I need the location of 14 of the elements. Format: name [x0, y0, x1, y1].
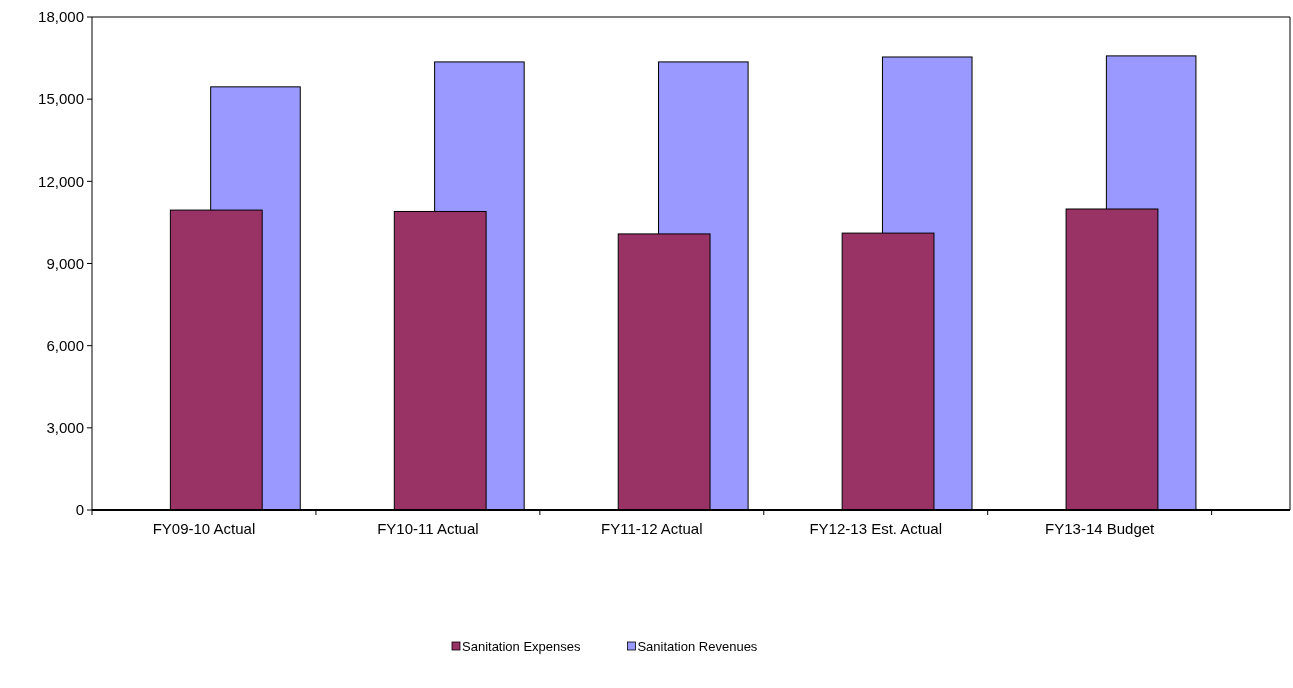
y-tick-label: 0	[75, 501, 84, 519]
y-tick-label: 18,000	[38, 8, 84, 26]
y-tick-label: 15,000	[38, 90, 84, 108]
legend-label: Sanitation Expenses	[462, 639, 582, 654]
y-tick-label: 9,000	[46, 254, 84, 272]
x-tick-label: FY11-12 Actual	[601, 520, 703, 537]
y-tick-label: 6,000	[46, 336, 84, 354]
x-tick-label: FY10-11 Actual	[377, 520, 479, 537]
x-tick-label: FY09-10 Actual	[152, 520, 256, 537]
x-tick-label: FY13-14 Budget	[1045, 520, 1156, 537]
legend-label: Sanitation Revenues	[637, 639, 758, 654]
y-tick-label: 3,000	[46, 419, 84, 437]
y-tick-label: 12,000	[38, 172, 84, 190]
x-tick-label: FY12-13 Est. Actual	[809, 520, 943, 537]
